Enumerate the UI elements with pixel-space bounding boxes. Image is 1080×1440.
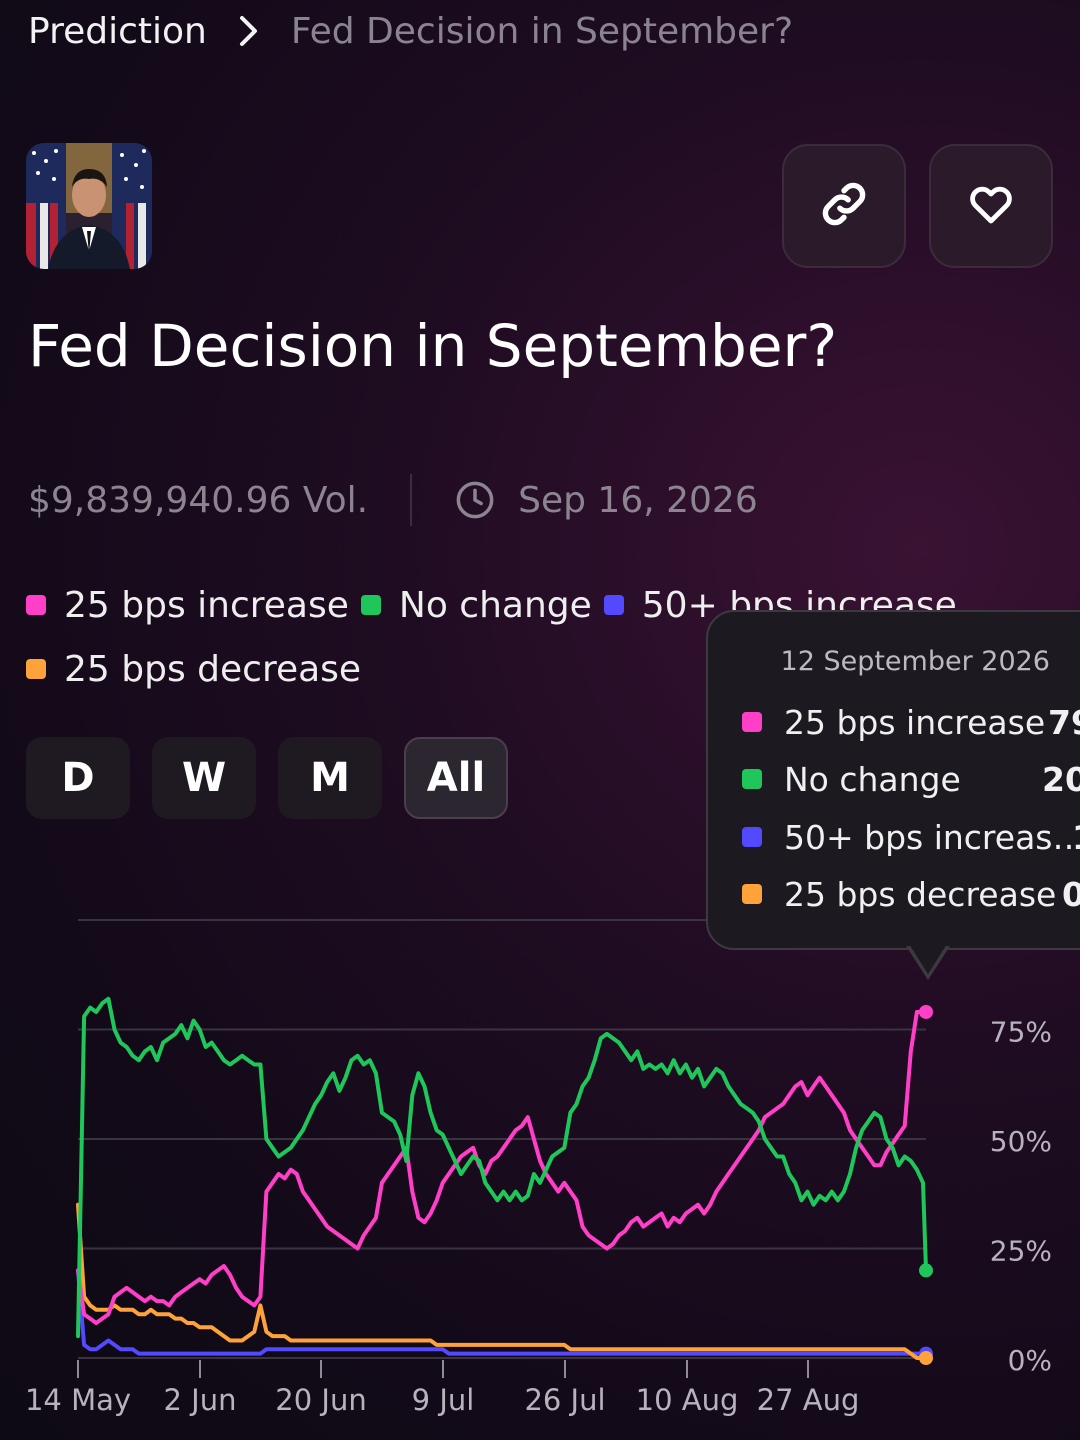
tooltip-row-25-bps-decrease: 25 bps decrease 0: [742, 874, 1080, 914]
legend-item-25-bps-increase: 25 bps increase: [26, 585, 349, 626]
legend-label: No change: [398, 584, 592, 626]
market-title: Fed Decision in September?: [28, 312, 838, 380]
market-avatar: [26, 143, 152, 269]
tooltip-row-50-bps-increase: 50+ bps increas… 1: [742, 817, 1080, 857]
chart-tooltip: 12 September 2026 25 bps increase 79 No …: [706, 610, 1080, 950]
x-tick-label: 9 Jul: [412, 1383, 475, 1417]
y-tick-label: 75%: [990, 1016, 1052, 1049]
tooltip-swatch: [742, 769, 762, 789]
breadcrumb-current: Fed Decision in September?: [290, 10, 794, 52]
legend-swatch: [603, 595, 624, 615]
tooltip-pointer-inner: [909, 944, 947, 974]
y-tick-label: 0%: [1008, 1344, 1052, 1377]
legend-item-25-bps-decrease: 25 bps decrease: [26, 649, 361, 690]
tooltip-value: 79: [1048, 702, 1080, 742]
tooltip-row-no-change: No change 20: [742, 759, 1080, 799]
range-button-all[interactable]: All: [404, 737, 508, 819]
series-end-point: [919, 1263, 933, 1278]
series-end-point: [919, 1351, 933, 1365]
time-range-selector: D W M All: [26, 737, 530, 819]
favorite-button[interactable]: [929, 144, 1053, 268]
x-tick-label: 20 Jun: [275, 1383, 366, 1417]
x-tick-label: 27 Aug: [757, 1383, 860, 1417]
tooltip-value: 0: [1062, 874, 1080, 914]
legend-swatch: [26, 659, 46, 679]
legend-swatch: [360, 595, 381, 615]
legend-label: 25 bps increase: [64, 584, 349, 626]
series-line-no-change: [76, 996, 928, 1339]
tooltip-value: 1: [1072, 818, 1080, 857]
tooltip-swatch: [742, 884, 762, 904]
meta-divider: [410, 474, 413, 526]
tooltip-label: 25 bps decrease: [784, 874, 1057, 914]
tooltip-label: No change: [784, 759, 961, 799]
series-line-25-bps-increase: [76, 1010, 928, 1325]
x-tick-label: 26 Jul: [524, 1383, 605, 1417]
tooltip-swatch: [742, 712, 762, 732]
tooltip-label: 50+ bps increas…: [784, 817, 1080, 857]
series-line-50-bps-increase: [76, 1268, 928, 1356]
legend-swatch: [26, 595, 46, 615]
tooltip-label: 25 bps increase: [784, 702, 1046, 742]
heart-icon: [967, 180, 1015, 232]
tooltip-swatch: [742, 827, 762, 847]
x-tick-label: 10 Aug: [636, 1383, 739, 1417]
legend-item-no-change: No change: [360, 584, 592, 626]
clock-icon: [454, 479, 496, 521]
breadcrumb: Prediction Fed Decision in September?: [28, 8, 793, 54]
series-end-point: [919, 1004, 933, 1019]
breadcrumb-prediction-link[interactable]: Prediction: [28, 10, 207, 52]
tooltip-value: 20: [1042, 759, 1080, 799]
copy-link-button[interactable]: [782, 144, 906, 268]
legend-label: 25 bps decrease: [64, 648, 362, 690]
tooltip-row-25-bps-increase: 25 bps increase 79: [742, 702, 1080, 742]
x-tick-label: 14 May: [25, 1383, 131, 1417]
tooltip-date: 12 September 2026: [780, 646, 1050, 677]
range-button-week[interactable]: W: [152, 737, 256, 819]
y-tick-label: 50%: [990, 1125, 1052, 1158]
range-button-month[interactable]: M: [278, 737, 382, 819]
chevron-right-icon: [229, 11, 269, 51]
volume-text: $9,839,940.96 Vol.: [28, 479, 369, 521]
x-tick-label: 2 Jun: [164, 1383, 237, 1417]
y-tick-label: 25%: [990, 1235, 1052, 1268]
market-meta: $9,839,940.96 Vol. Sep 16, 2026: [28, 470, 758, 530]
range-button-day[interactable]: D: [26, 737, 130, 819]
end-date-text: Sep 16, 2026: [518, 479, 758, 521]
link-icon: [819, 179, 869, 233]
series-line-25-bps-decrease: [76, 1202, 928, 1360]
probability-chart[interactable]: 0% 25% 50% 75% 14 May 2 Jun 20 Jun 9 Jul 26 Jul 1…: [0, 900, 1080, 1440]
